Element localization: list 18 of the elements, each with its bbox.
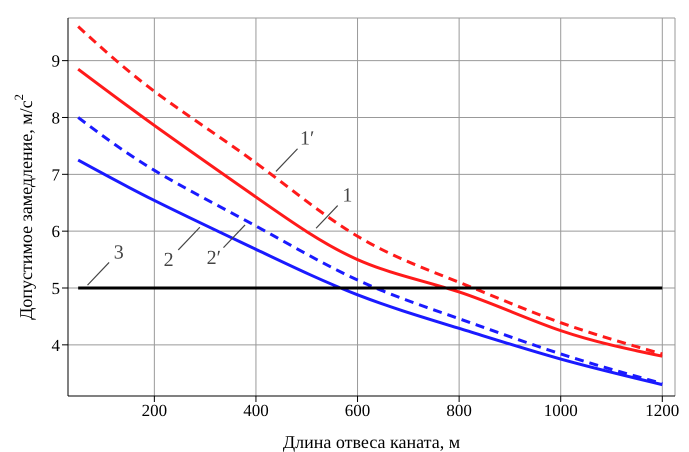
x-tick-label: 1200 <box>645 401 680 420</box>
x-tick-label: 800 <box>446 401 472 420</box>
y-tick-label: 8 <box>52 108 60 128</box>
y-tick-label: 5 <box>52 279 60 298</box>
x-tick-label: 1000 <box>544 401 578 420</box>
x-tick-label: 400 <box>243 401 269 420</box>
annotation: 1 <box>342 184 352 206</box>
annotation: 2′ <box>206 246 221 269</box>
x-axis-title: Длина отвеса каната, м <box>282 432 460 452</box>
y-tick-label: 7 <box>52 165 60 184</box>
x-tick-label: 200 <box>142 401 168 420</box>
y-tick-label: 4 <box>52 336 60 355</box>
y-tick-label: 6 <box>52 222 60 242</box>
annotation: 3 <box>114 241 124 264</box>
y-tick-label: 9 <box>52 52 60 71</box>
annotation: 1′ <box>300 128 314 150</box>
annotation: 2 <box>164 249 174 272</box>
x-tick-label: 600 <box>344 401 370 420</box>
